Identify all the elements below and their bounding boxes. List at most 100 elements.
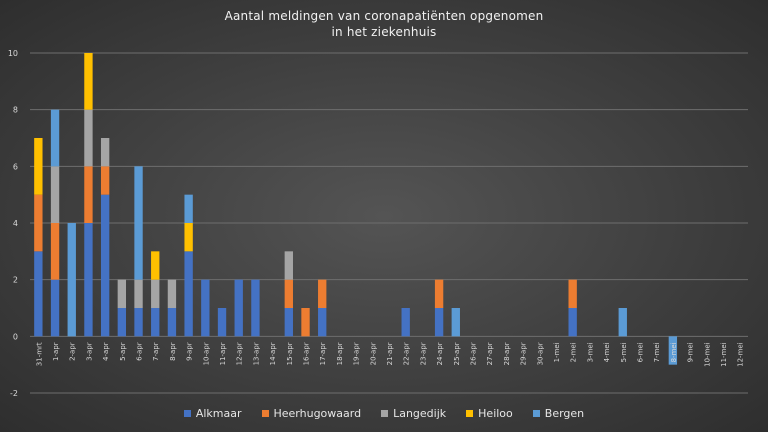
bar-alkmaar-8-apr [167, 308, 177, 337]
x-tick-label: 16-apr [303, 342, 311, 365]
bar-langedijk-15-apr [284, 251, 293, 280]
bar-alkmaar-9-apr [184, 251, 193, 337]
x-tick-label: 25-apr [453, 342, 461, 365]
x-tick-label: 27-apr [486, 342, 494, 365]
x-tick-label: 15-apr [286, 342, 294, 365]
legend-swatch [381, 410, 389, 417]
x-tick-label: 11-apr [219, 342, 227, 365]
bar-heiloo-9-apr [184, 223, 193, 252]
bar-alkmaar-24-apr [434, 308, 444, 337]
bar-heerhugowaard-16-apr [301, 308, 310, 337]
legend-swatch [466, 410, 474, 417]
x-tick-label: 5-apr [119, 342, 127, 361]
bar-heerhugowaard-15-apr [284, 279, 293, 308]
bar-heiloo-31-mrt [34, 138, 43, 195]
x-tick-label: 29-apr [520, 342, 528, 365]
legend-label: Langedijk [393, 407, 447, 420]
x-tick-label: 22-apr [403, 342, 411, 365]
bar-heerhugowaard-4-apr [100, 166, 110, 195]
x-tick-label: 8-apr [169, 342, 177, 361]
x-tick-label: 8-mei [670, 342, 678, 362]
x-tick-label: 19-apr [353, 342, 361, 365]
bar-heerhugowaard-17-apr [318, 279, 327, 308]
bar-alkmaar-2-mei [568, 308, 577, 337]
x-tick-label: 26-apr [469, 342, 477, 365]
x-tick-label: 9-mei [687, 342, 695, 362]
bar-alkmaar-6-apr [134, 308, 143, 337]
legend-swatch [183, 410, 191, 417]
bar-langedijk-8-apr [167, 279, 177, 308]
x-tick-label: 1-apr [52, 342, 60, 361]
x-tick-label: 3-mei [586, 342, 594, 362]
x-tick-label: 18-apr [336, 342, 344, 365]
legend-label: Heerhugowaard [273, 407, 362, 420]
bar-alkmaar-17-apr [318, 308, 327, 337]
y-tick-label: 0 [13, 332, 18, 341]
x-tick-label: 11-mei [720, 342, 728, 367]
bar-langedijk-6-apr [134, 279, 143, 308]
bar-heerhugowaard-24-apr [434, 279, 444, 308]
legend-swatch [532, 410, 540, 417]
bar-alkmaar-4-apr [100, 194, 110, 337]
y-tick-label: 2 [13, 276, 18, 285]
legend-label: Heiloo [478, 407, 513, 420]
bar-alkmaar-31-mrt [34, 251, 43, 337]
x-tick-label: 20-apr [369, 342, 377, 365]
chart-title-line-1: Aantal meldingen van coronapatiënten opg… [224, 9, 544, 23]
x-tick-label: 4-mei [603, 342, 611, 362]
bar-alkmaar-3-apr [84, 223, 93, 337]
bar-heerhugowaard-1-apr [50, 223, 60, 280]
bar-alkmaar-15-apr [284, 308, 293, 337]
bar-alkmaar-7-apr [151, 308, 160, 337]
bar-bergen-9-apr [184, 194, 193, 223]
y-tick-label: 10 [8, 49, 18, 58]
x-tick-label: 21-apr [386, 342, 394, 365]
x-tick-label: 2-apr [69, 342, 77, 361]
bar-bergen-1-apr [50, 109, 60, 167]
chart-title-line-2: in het ziekenhuis [331, 25, 437, 39]
legend-item-heerhugowaard: Heerhugowaard [261, 407, 362, 420]
bar-alkmaar-22-apr [401, 308, 410, 337]
y-tick-label: 8 [13, 106, 18, 115]
bar-heerhugowaard-3-apr [84, 166, 93, 223]
legend-swatch [261, 410, 269, 417]
x-tick-label: 6-mei [636, 342, 644, 362]
bar-alkmaar-5-apr [117, 308, 127, 337]
bar-heiloo-7-apr [151, 251, 160, 280]
legend: Alkmaar Heerhugowaard Langedijk Heiloo Berge… [0, 407, 768, 420]
x-tick-label: 7-mei [653, 342, 661, 362]
bar-bergen-2-apr [67, 223, 76, 337]
y-tick-label: 6 [13, 162, 18, 171]
legend-label: Bergen [544, 407, 585, 420]
y-tick-label: 4 [13, 219, 18, 228]
x-tick-label: 6-apr [136, 342, 144, 361]
x-tick-label: 13-apr [252, 342, 260, 365]
x-tick-label: 9-apr [186, 342, 194, 361]
x-tick-label: 28-apr [503, 342, 511, 365]
legend-item-langedijk: Langedijk [381, 407, 446, 420]
bar-bergen-5-mei [618, 308, 627, 337]
x-tick-label: 14-apr [269, 342, 277, 365]
bar-langedijk-1-apr [50, 166, 60, 223]
x-tick-label: 1-mei [553, 342, 561, 362]
bar-bergen-6-apr [134, 166, 143, 280]
x-tick-label: 23-apr [419, 342, 427, 365]
bar-langedijk-7-apr [151, 279, 160, 308]
bar-langedijk-3-apr [84, 109, 93, 167]
bar-alkmaar-11-apr [217, 308, 227, 337]
x-tick-label: 12-mei [737, 342, 745, 367]
bar-heerhugowaard-2-mei [568, 279, 577, 308]
x-tick-label: 7-apr [152, 342, 160, 361]
bar-heiloo-3-apr [84, 53, 93, 110]
x-tick-label: 4-apr [102, 342, 110, 361]
x-tick-label: 30-apr [536, 342, 544, 365]
x-tick-label: 24-apr [436, 342, 444, 365]
bar-bergen-8-mei [668, 336, 678, 365]
bar-alkmaar-10-apr [201, 279, 210, 337]
y-tick-label: -2 [10, 389, 18, 398]
legend-item-alkmaar: Alkmaar [183, 407, 242, 420]
legend-item-bergen: Bergen [532, 407, 585, 420]
bar-langedijk-5-apr [117, 279, 127, 308]
